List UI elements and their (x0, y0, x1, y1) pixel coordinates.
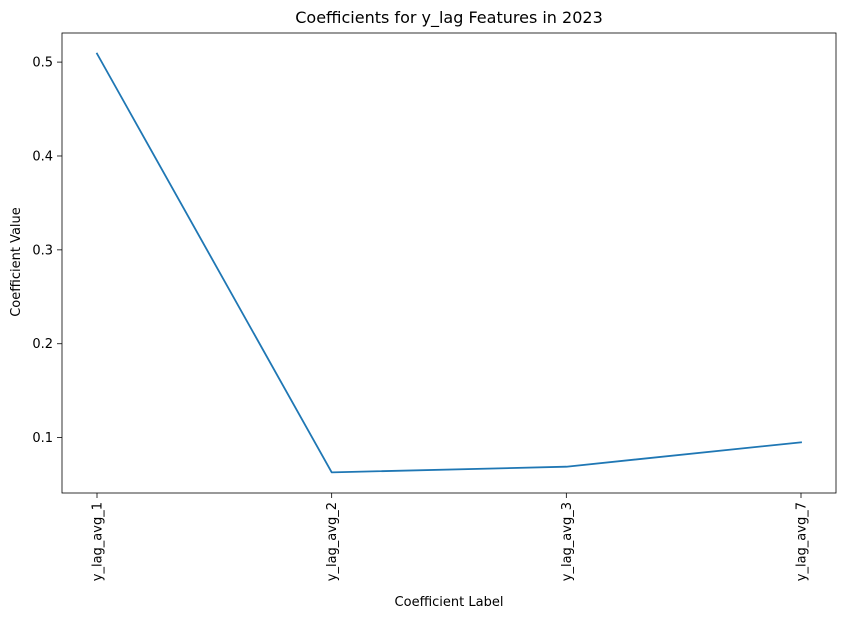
y-tick-label: 0.2 (32, 337, 53, 352)
y-tick-label: 0.4 (32, 149, 53, 164)
x-tick-label: y_lag_avg_1 (91, 502, 106, 581)
x-tick-label: y_lag_avg_2 (325, 502, 340, 581)
x-axis-label: Coefficient Label (395, 595, 504, 610)
plot-frame (61, 32, 837, 494)
y-axis-label: Coefficient Value (9, 207, 24, 317)
series-line (95, 52, 802, 474)
y-tick-label: 0.1 (32, 431, 53, 446)
y-tick-label: 0.5 (32, 56, 53, 71)
x-tick-label: y_lag_avg_7 (795, 502, 810, 581)
chart-title: Coefficients for y_lag Features in 2023 (295, 8, 603, 28)
x-tick-label: y_lag_avg_3 (560, 502, 575, 581)
y-tick-label: 0.3 (32, 243, 53, 258)
plot-area: 0.1 0.2 0.3 0.4 0.5 y_lag_avg_1 y_lag_avg_2 y_l… (32, 32, 837, 581)
